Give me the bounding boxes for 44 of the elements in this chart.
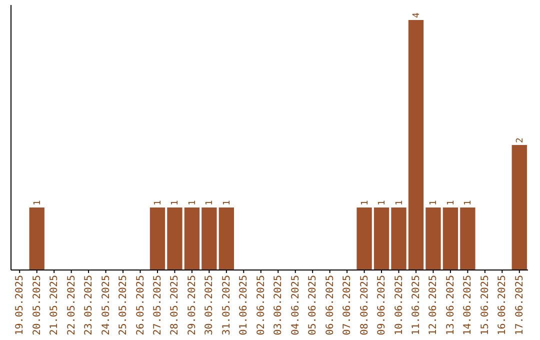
x-tick-label: 22.05.2025 <box>66 275 78 336</box>
x-tick-label: 24.05.2025 <box>100 275 112 336</box>
data-label: 1 <box>378 200 388 206</box>
data-label: 1 <box>188 200 198 206</box>
x-tick-label: 23.05.2025 <box>84 275 95 336</box>
x-tick-label: 20.05.2025 <box>32 275 43 336</box>
x-tick-label: 14.06.2025 <box>462 275 474 336</box>
data-label: 2 <box>515 138 526 143</box>
x-tick-label: 04.06.2025 <box>290 275 302 336</box>
x-tick-label: 08.06.2025 <box>359 275 370 336</box>
x-tick-label: 15.06.2025 <box>480 275 491 336</box>
x-tick-label: 29.05.2025 <box>186 275 198 336</box>
x-tick-label: 28.05.2025 <box>170 275 181 336</box>
x-tick-label: 25.05.2025 <box>118 275 130 336</box>
data-label: 1 <box>153 200 164 206</box>
x-tick-label: 02.06.2025 <box>256 275 267 336</box>
x-tick-label: 21.05.2025 <box>49 275 60 336</box>
data-label: 1 <box>222 200 232 206</box>
data-label: 1 <box>360 200 370 206</box>
x-tick-label: 19.05.2025 <box>14 275 26 336</box>
x-tick-label: 13.06.2025 <box>445 275 456 336</box>
data-label: 4 <box>412 12 422 18</box>
x-tick-label: 06.06.2025 <box>324 275 336 336</box>
x-tick-label: 07.06.2025 <box>342 275 354 336</box>
x-tick-label: 10.06.2025 <box>394 275 405 336</box>
x-tick-label: 16.06.2025 <box>497 275 508 336</box>
x-tick-label: 09.06.2025 <box>376 275 388 336</box>
x-tick-label: 30.05.2025 <box>204 275 216 336</box>
x-tick-label: 05.06.2025 <box>308 275 319 336</box>
data-label: 1 <box>394 200 405 206</box>
x-tick-label: 01.06.2025 <box>238 275 250 336</box>
x-tick-label: 27.05.2025 <box>152 275 164 336</box>
x-tick-label: 03.06.2025 <box>273 275 284 336</box>
data-label: 1 <box>446 200 456 206</box>
x-tick-label: 17.06.2025 <box>514 275 526 336</box>
data-label: 1 <box>32 200 43 206</box>
data-label: 1 <box>205 200 216 206</box>
data-label: 1 <box>464 200 474 206</box>
x-tick-label: 26.05.2025 <box>135 275 146 336</box>
x-tick-label: 11.06.2025 <box>410 275 422 336</box>
x-tick-label: 12.06.2025 <box>428 275 440 336</box>
data-label: 1 <box>170 200 181 206</box>
x-tick-label: 31.05.2025 <box>221 275 232 336</box>
data-label: 1 <box>429 200 440 206</box>
